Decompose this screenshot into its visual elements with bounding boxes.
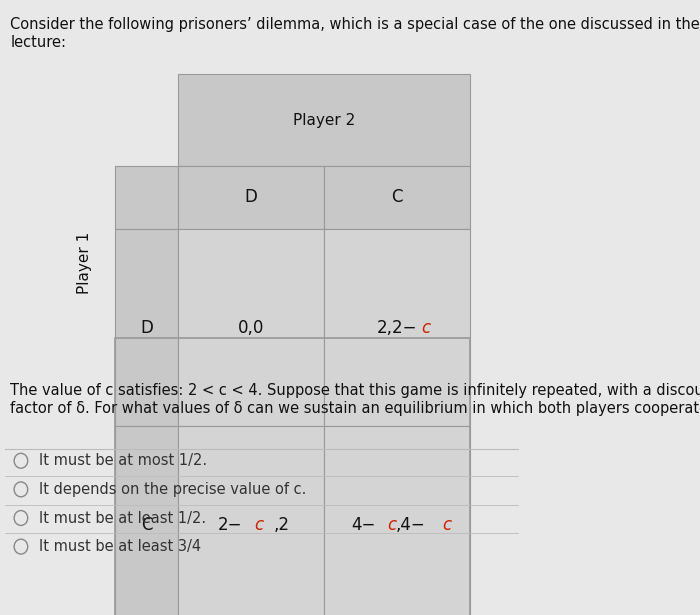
Bar	[178, 166, 324, 229]
Bar	[324, 229, 470, 426]
Text: It depends on the precise value of c.: It depends on the precise value of c.	[39, 482, 307, 497]
Text: 0,0: 0,0	[238, 319, 264, 336]
Bar	[115, 229, 178, 426]
Text: c: c	[254, 516, 263, 534]
Bar	[324, 426, 470, 615]
Text: c: c	[442, 516, 452, 534]
Bar	[115, 166, 178, 229]
Text: 2−: 2−	[218, 516, 242, 534]
Text: ,2: ,2	[273, 516, 289, 534]
Bar	[115, 426, 178, 615]
Text: It must be at least 1/2.: It must be at least 1/2.	[39, 510, 206, 525]
Text: c: c	[421, 319, 430, 336]
Text: Player 2: Player 2	[293, 113, 355, 128]
Text: The value of c satisfies: 2 < c < 4. Suppose that this game is infinitely repeat: The value of c satisfies: 2 < c < 4. Sup…	[10, 384, 700, 416]
Text: It must be at most 1/2.: It must be at most 1/2.	[39, 453, 207, 468]
Text: ,4−: ,4−	[395, 516, 426, 534]
Text: It must be at least 3/4: It must be at least 3/4	[39, 539, 202, 554]
Text: D: D	[140, 319, 153, 336]
Bar	[178, 426, 324, 615]
Text: C: C	[391, 188, 403, 207]
Bar	[115, 338, 470, 615]
Bar	[178, 74, 470, 166]
Text: c: c	[388, 516, 397, 534]
Text: D: D	[244, 188, 258, 207]
Text: Consider the following prisoners’ dilemma, which is a special case of the one di: Consider the following prisoners’ dilemm…	[10, 17, 700, 50]
Bar	[178, 229, 324, 426]
Text: Player 1: Player 1	[77, 232, 92, 295]
Text: C: C	[141, 516, 152, 534]
Text: 2,2−: 2,2−	[377, 319, 418, 336]
Text: 4−: 4−	[351, 516, 375, 534]
Bar	[324, 166, 470, 229]
